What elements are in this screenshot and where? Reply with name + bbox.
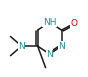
Text: N: N	[18, 42, 25, 51]
Text: NH: NH	[43, 18, 56, 27]
Text: N: N	[58, 42, 65, 51]
Text: O: O	[70, 19, 77, 28]
Text: N: N	[46, 50, 53, 59]
